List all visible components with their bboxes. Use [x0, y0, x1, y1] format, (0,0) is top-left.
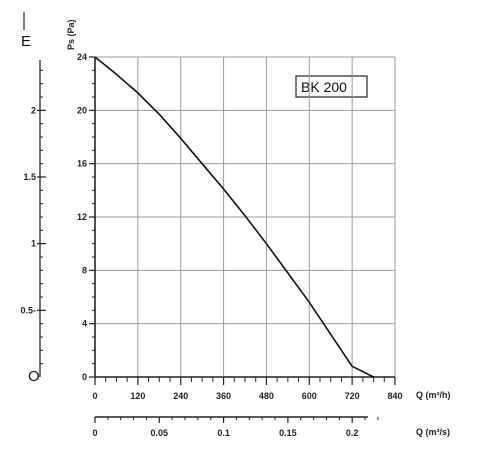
y-tick-label: 20: [77, 105, 87, 115]
y-tick-label: 24: [77, 52, 87, 62]
x-tick-label: 240: [173, 391, 188, 401]
secondary-x-axis-label: Q (m³/s): [416, 427, 450, 437]
model-label-box: [295, 75, 368, 98]
y-axis-label: Ps (Pa): [66, 19, 76, 50]
x-tick-label: 480: [259, 391, 274, 401]
y-tick-label: 12: [77, 212, 87, 222]
x-axis-label: Q (m³/h): [416, 390, 451, 400]
x-tick-label: 720: [345, 391, 360, 401]
secondary-x-tick-label: 0.15: [279, 428, 297, 438]
secondary-y-tick-label: 1.5: [23, 172, 36, 182]
model-label: BK 200: [301, 79, 347, 95]
y-tick-label: 4: [82, 319, 87, 329]
x-tick-label: 0: [92, 391, 97, 401]
secondary-y-tick-label: 2: [31, 105, 36, 115]
secondary-y-tick-label: 0.5-: [20, 305, 36, 315]
secondary-x-tick-label: 0.2: [346, 428, 359, 438]
corner-label: E: [21, 33, 31, 50]
secondary-x-tick-label: 0.1: [217, 428, 230, 438]
y-tick-label: 8: [82, 265, 87, 275]
x-tick-label: 600: [302, 391, 317, 401]
secondary-x-tick-label: 0.05: [151, 428, 169, 438]
x-tick-label: 360: [216, 391, 231, 401]
secondary-y-tick-label: 1: [31, 239, 36, 249]
y-tick-label: 0: [82, 372, 87, 382]
y-tick-label: 16: [77, 159, 87, 169]
origin-label: O: [28, 368, 40, 385]
secondary-x-tick-label: 0: [92, 428, 97, 438]
pressure-curve: [94, 56, 374, 378]
x-tick-label: 840: [387, 391, 402, 401]
x-tick-label: 120: [130, 391, 145, 401]
